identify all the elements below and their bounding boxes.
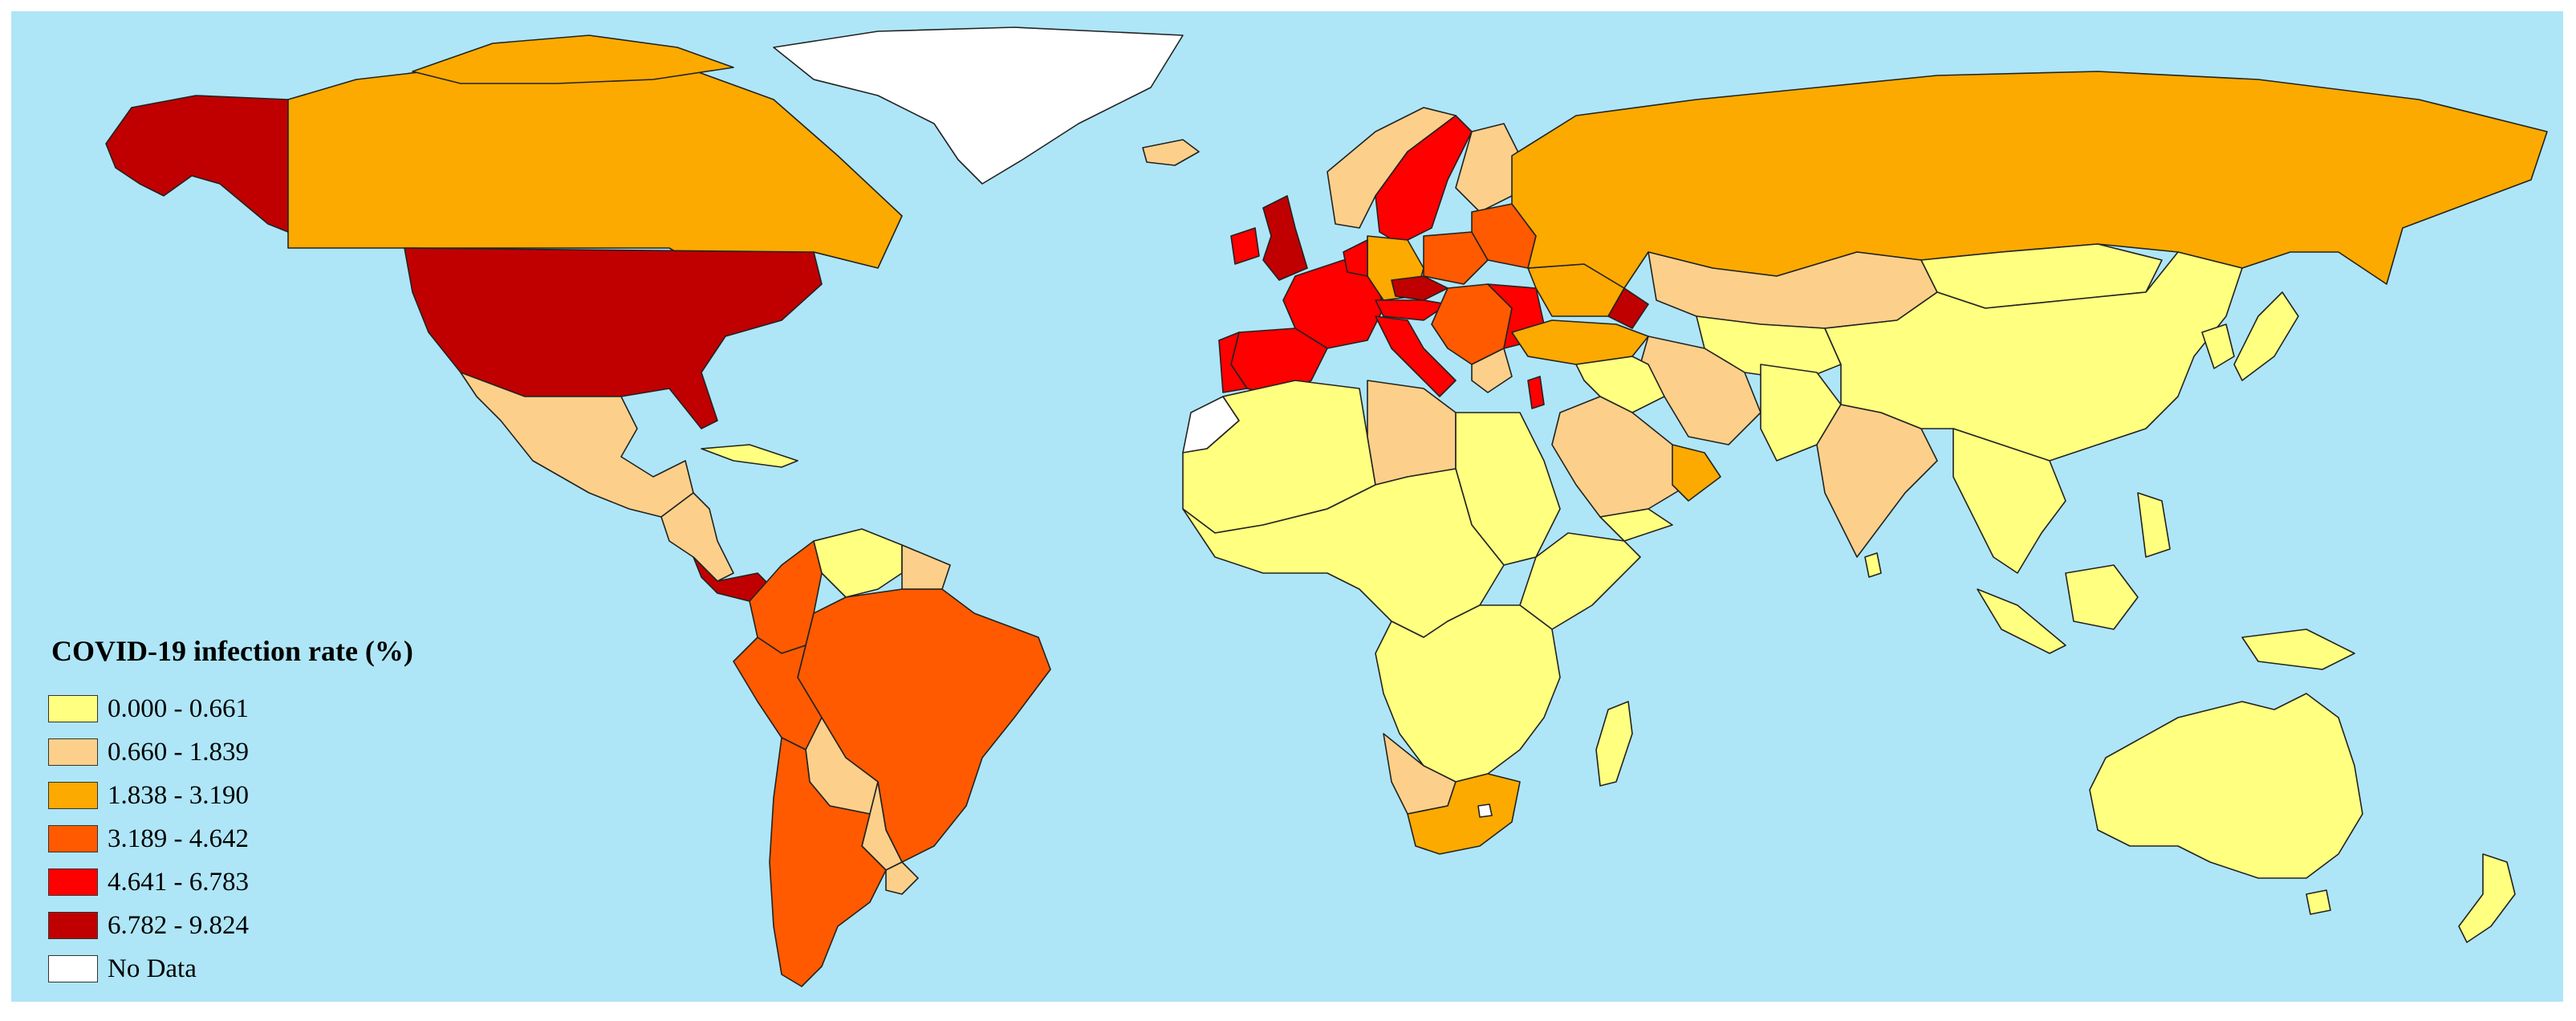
legend-item: 0.000 - 0.661 xyxy=(48,687,498,730)
region-borneo xyxy=(2065,564,2139,630)
legend-item: 4.641 - 6.783 xyxy=(48,860,498,904)
region-canada xyxy=(287,63,903,277)
region-alaska xyxy=(105,95,289,233)
legend-label: No Data xyxy=(108,954,197,983)
region-sri-lanka xyxy=(1864,552,1882,578)
region-mainland-southeast-asia xyxy=(1952,428,2066,574)
region-tasmania xyxy=(2306,889,2331,915)
region-turkey xyxy=(1511,319,1649,365)
region-venezuela xyxy=(813,528,903,598)
region-south-africa xyxy=(1407,773,1521,855)
region-argentina-chile xyxy=(769,737,887,987)
world-map xyxy=(11,11,2563,1002)
region-australia xyxy=(2089,693,2363,879)
region-new-guinea xyxy=(2241,628,2355,670)
region-lesotho xyxy=(1477,803,1493,818)
region-new-zealand xyxy=(2458,853,2516,943)
region-united-states xyxy=(404,247,823,429)
region-korea xyxy=(2201,323,2235,369)
region-israel xyxy=(1527,376,1545,409)
legend-item: No Data xyxy=(48,947,498,990)
region-mexico xyxy=(460,372,694,518)
region-portugal xyxy=(1218,332,1248,393)
region-russia xyxy=(1511,71,2548,289)
region-poland xyxy=(1423,231,1489,285)
legend-swatch xyxy=(48,695,98,722)
region-moldova-georgia xyxy=(1607,287,1649,329)
legend-swatch xyxy=(48,782,98,809)
legend-item: 3.189 - 4.642 xyxy=(48,817,498,860)
region-guianas xyxy=(901,544,951,590)
region-oman-uae xyxy=(1672,444,1721,502)
legend-swatch xyxy=(48,738,98,766)
region-iceland xyxy=(1142,139,1200,166)
legend-label: 4.641 - 6.783 xyxy=(108,867,249,897)
choropleth-map-svg xyxy=(105,26,2548,987)
region-libya xyxy=(1367,380,1457,486)
region-sweden xyxy=(1375,115,1473,245)
region-uruguay xyxy=(885,861,919,895)
region-yemen xyxy=(1599,508,1673,542)
region-china xyxy=(1824,251,2243,462)
legend-title: COVID-19 infection rate (%) xyxy=(51,635,413,667)
region-czechia xyxy=(1391,275,1448,301)
region-madagascar xyxy=(1595,701,1633,787)
legend-swatch xyxy=(48,912,98,939)
region-philippines xyxy=(2137,492,2171,558)
region-switzerland-austria xyxy=(1375,299,1448,321)
region-afghanistan-pakistan xyxy=(1760,364,1842,462)
legend-item: 6.782 - 9.824 xyxy=(48,904,498,947)
region-greece xyxy=(1471,348,1513,393)
region-iraq-syria xyxy=(1575,356,1665,413)
map-legend: COVID-19 infection rate (%) 0.000 - 0.66… xyxy=(48,634,498,990)
legend-label: 3.189 - 4.642 xyxy=(108,824,249,853)
legend-item: 0.660 - 1.839 xyxy=(48,730,498,774)
region-saudi-arabia xyxy=(1551,396,1689,518)
region-central-america xyxy=(660,492,734,582)
region-greenland xyxy=(773,26,1184,185)
region-cuba xyxy=(701,444,798,468)
legend-swatch xyxy=(48,825,98,852)
region-west-central-africa xyxy=(1182,468,1505,638)
region-united-kingdom xyxy=(1262,195,1308,281)
legend-rows: 0.000 - 0.661 0.660 - 1.839 1.838 - 3.190 3… xyxy=(48,687,498,990)
legend-item: 1.838 - 3.190 xyxy=(48,774,498,817)
region-italy xyxy=(1375,315,1457,397)
region-east-southern-africa xyxy=(1375,604,1561,783)
legend-label: 1.838 - 3.190 xyxy=(108,780,249,810)
region-indonesia-sumatra xyxy=(1977,588,2066,654)
region-japan xyxy=(2233,291,2299,381)
legend-label: 0.000 - 0.661 xyxy=(108,694,249,723)
region-canada-arctic xyxy=(412,35,734,84)
legend-swatch xyxy=(48,868,98,896)
legend-label: 6.782 - 9.824 xyxy=(108,910,249,940)
region-ireland xyxy=(1230,227,1260,265)
region-benelux xyxy=(1343,239,1368,277)
legend-label: 0.660 - 1.839 xyxy=(108,737,249,767)
legend-swatch xyxy=(48,955,98,982)
